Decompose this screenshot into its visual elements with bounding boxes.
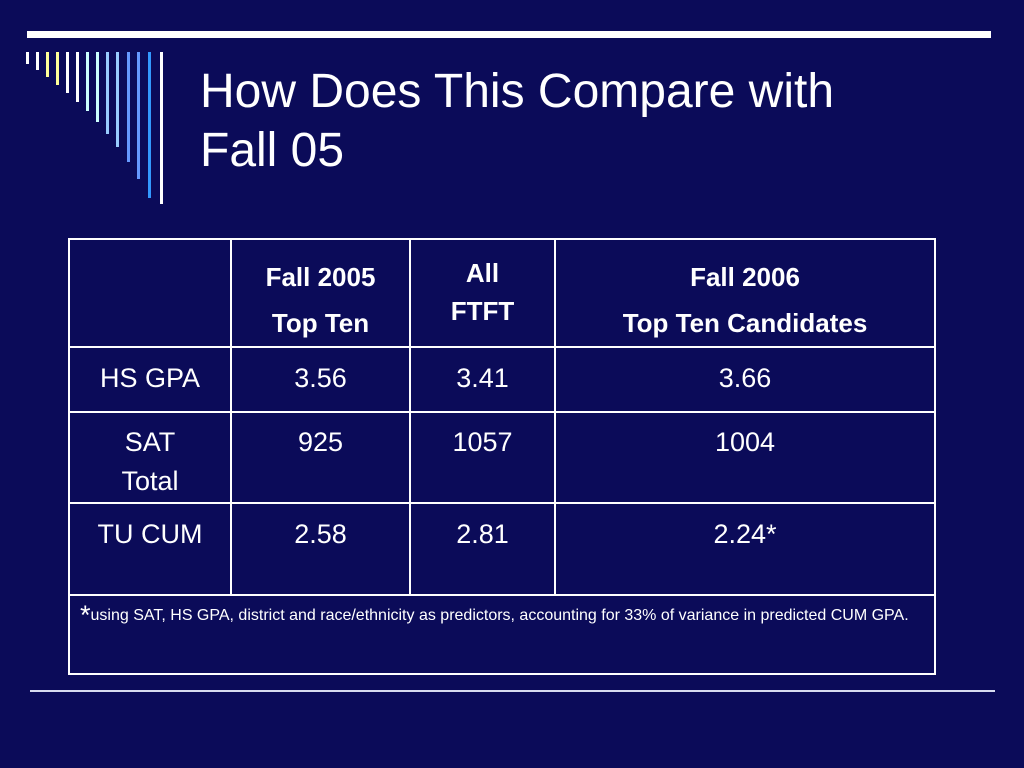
header-fall-2006: Fall 2006 Top Ten Candidates (554, 238, 936, 348)
stripe (137, 52, 140, 179)
stripe (116, 52, 119, 147)
footnote-marker: * (80, 600, 91, 630)
footnote-row: *using SAT, HS GPA, district and race/et… (68, 594, 936, 675)
header-empty-cell (68, 238, 232, 348)
row-label: SAT Total (68, 411, 232, 504)
cell-fall-2006: 1004 (554, 411, 936, 504)
row-label-line2: Total (121, 466, 179, 496)
cell-all-ftft: 1057 (409, 411, 556, 504)
cell-all-ftft: 2.81 (409, 502, 556, 596)
header-all-ftft-line2: FTFT (450, 296, 515, 326)
row-label: TU CUM (68, 502, 232, 596)
stripe (96, 52, 99, 122)
stripe (26, 52, 29, 64)
header-fall-2006-line1: Fall 2006 (690, 262, 800, 292)
cell-fall-2006: 3.66 (554, 346, 936, 413)
stripe (86, 52, 89, 111)
row-label: HS GPA (68, 346, 232, 413)
header-fall-2005: Fall 2005 Top Ten (230, 238, 411, 348)
cell-all-ftft: 3.41 (409, 346, 556, 413)
stripe (148, 52, 151, 198)
cell-fall-2006: 2.24* (554, 502, 936, 596)
header-fall-2005-line2: Top Ten (271, 308, 370, 338)
header-all-ftft-line1: All (465, 258, 500, 288)
stripe (160, 52, 163, 204)
stripe (46, 52, 49, 77)
row-label-line1: SAT (124, 427, 176, 457)
footnote: *using SAT, HS GPA, district and race/et… (68, 594, 936, 675)
table-row: SAT Total 925 1057 1004 (68, 411, 936, 504)
cell-fall-2005: 2.58 (230, 502, 411, 596)
table-header-row: Fall 2005 Top Ten All FTFT Fall 2006 Top… (68, 238, 936, 348)
decorative-stripes (0, 0, 180, 220)
stripe (36, 52, 39, 70)
stripe (106, 52, 109, 134)
footnote-text: using SAT, HS GPA, district and race/eth… (90, 607, 909, 624)
stripe (76, 52, 79, 102)
stripe (127, 52, 130, 162)
header-fall-2006-line2: Top Ten Candidates (622, 308, 868, 338)
top-rule (27, 31, 991, 38)
cell-fall-2005: 925 (230, 411, 411, 504)
title-line-2: Fall 05 (200, 124, 345, 177)
table-row: TU CUM 2.58 2.81 2.24* (68, 502, 936, 596)
bottom-rule (30, 690, 995, 692)
header-all-ftft: All FTFT (409, 238, 556, 348)
cell-fall-2005: 3.56 (230, 346, 411, 413)
comparison-table: Fall 2005 Top Ten All FTFT Fall 2006 Top… (68, 238, 936, 675)
stripe (66, 52, 69, 93)
slide-title: How Does This Compare with Fall 05 (200, 62, 980, 180)
title-line-1: How Does This Compare with (200, 65, 835, 118)
table-row: HS GPA 3.56 3.41 3.66 (68, 346, 936, 413)
header-fall-2005-line1: Fall 2005 (265, 262, 376, 292)
stripe (56, 52, 59, 85)
